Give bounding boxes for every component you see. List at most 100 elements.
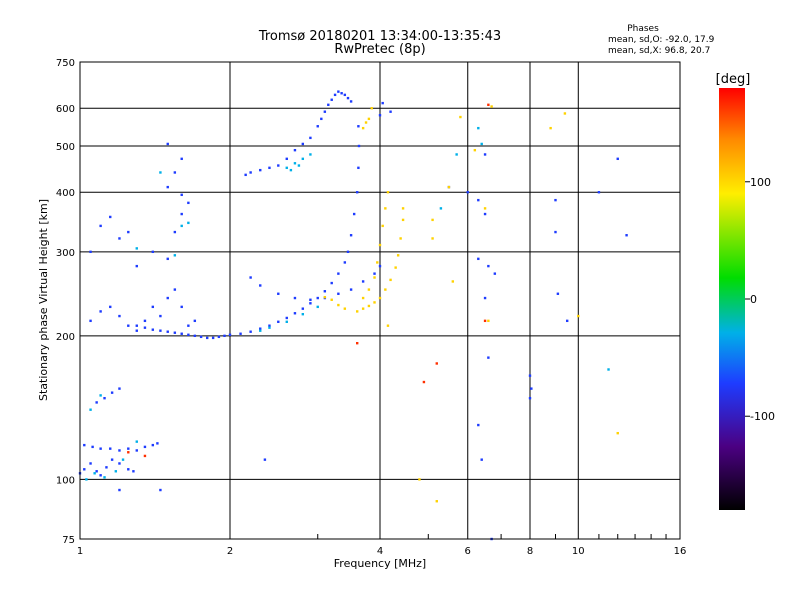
data-point xyxy=(455,153,458,156)
data-point xyxy=(301,142,305,146)
data-point xyxy=(401,218,405,222)
data-point xyxy=(483,296,487,300)
data-point xyxy=(127,468,130,471)
data-point xyxy=(447,185,451,189)
data-point xyxy=(285,157,288,161)
data-point xyxy=(293,296,297,300)
data-point xyxy=(487,103,490,107)
x-axis-label: Frequency [MHz] xyxy=(334,557,426,570)
data-point xyxy=(277,164,280,167)
data-point xyxy=(493,272,497,275)
data-point xyxy=(211,336,215,340)
data-point xyxy=(249,171,252,174)
plot-frame xyxy=(79,61,681,540)
data-point xyxy=(477,423,480,427)
data-point xyxy=(355,191,359,194)
data-point xyxy=(355,341,359,345)
data-point xyxy=(173,254,177,257)
data-point xyxy=(396,254,400,257)
data-point xyxy=(528,374,532,377)
colorbar-label: [deg] xyxy=(716,72,751,87)
data-point xyxy=(127,230,130,234)
data-point xyxy=(376,261,379,264)
x-tick-label: 10 xyxy=(572,546,585,557)
data-point xyxy=(367,288,371,291)
data-point xyxy=(135,440,138,443)
data-point xyxy=(118,462,121,465)
data-point xyxy=(151,250,155,254)
y-tick-label: 750 xyxy=(56,58,75,69)
data-point xyxy=(127,451,130,454)
data-point xyxy=(180,193,183,197)
data-point xyxy=(293,312,297,315)
data-point xyxy=(361,296,365,300)
data-point xyxy=(89,250,92,254)
data-point xyxy=(103,396,106,400)
data-point xyxy=(367,117,371,121)
data-point xyxy=(352,212,356,216)
data-point xyxy=(361,307,365,310)
data-point xyxy=(337,292,340,295)
data-point xyxy=(309,153,312,156)
data-point xyxy=(93,472,96,475)
data-point xyxy=(487,356,490,359)
data-point xyxy=(480,458,483,461)
data-point xyxy=(285,320,288,323)
data-point xyxy=(330,298,333,301)
x-tick-label: 4 xyxy=(377,546,383,557)
data-point xyxy=(323,295,327,299)
data-point xyxy=(431,237,434,240)
data-point xyxy=(355,310,359,313)
data-point xyxy=(483,212,487,216)
y-ticks: 75 100 200 300 400 500 600 750 xyxy=(56,58,75,546)
data-point xyxy=(263,458,267,461)
data-point xyxy=(346,96,350,100)
data-point xyxy=(173,171,177,174)
data-point xyxy=(597,191,601,194)
data-point xyxy=(99,394,102,397)
data-point xyxy=(386,324,390,327)
data-point xyxy=(91,445,94,449)
data-point xyxy=(105,466,108,469)
data-point xyxy=(373,272,376,275)
data-point xyxy=(337,90,340,93)
x-tick-label: 6 xyxy=(465,546,471,557)
data-point xyxy=(159,171,162,174)
data-point xyxy=(285,316,288,320)
data-point xyxy=(277,292,280,295)
x-tick-label: 16 xyxy=(674,546,687,557)
data-point xyxy=(323,110,327,113)
data-point xyxy=(205,336,209,340)
data-point xyxy=(89,319,92,323)
data-point xyxy=(563,112,567,115)
data-point xyxy=(85,478,88,481)
data-point xyxy=(333,93,337,97)
data-point xyxy=(309,302,312,305)
data-point xyxy=(293,162,297,165)
data-point xyxy=(173,331,177,334)
data-point xyxy=(389,110,392,113)
data-point xyxy=(277,320,280,323)
data-point xyxy=(473,148,477,152)
data-point xyxy=(83,468,86,471)
data-point xyxy=(135,247,138,250)
data-point xyxy=(367,304,371,308)
data-point xyxy=(373,276,376,279)
data-point xyxy=(337,303,340,307)
data-point xyxy=(118,314,121,318)
data-point xyxy=(330,98,333,101)
data-point xyxy=(487,264,490,268)
data-point xyxy=(109,305,112,309)
data-point xyxy=(378,264,382,268)
data-point xyxy=(309,298,312,301)
data-point xyxy=(389,278,392,282)
stats-heading: Phases xyxy=(627,24,659,34)
data-point xyxy=(156,442,159,445)
data-point xyxy=(132,470,135,473)
y-tick-label: 75 xyxy=(62,535,75,546)
data-point xyxy=(199,335,203,339)
data-point xyxy=(180,224,183,228)
data-point xyxy=(159,488,162,492)
data-point xyxy=(378,243,382,247)
data-point xyxy=(135,324,138,327)
